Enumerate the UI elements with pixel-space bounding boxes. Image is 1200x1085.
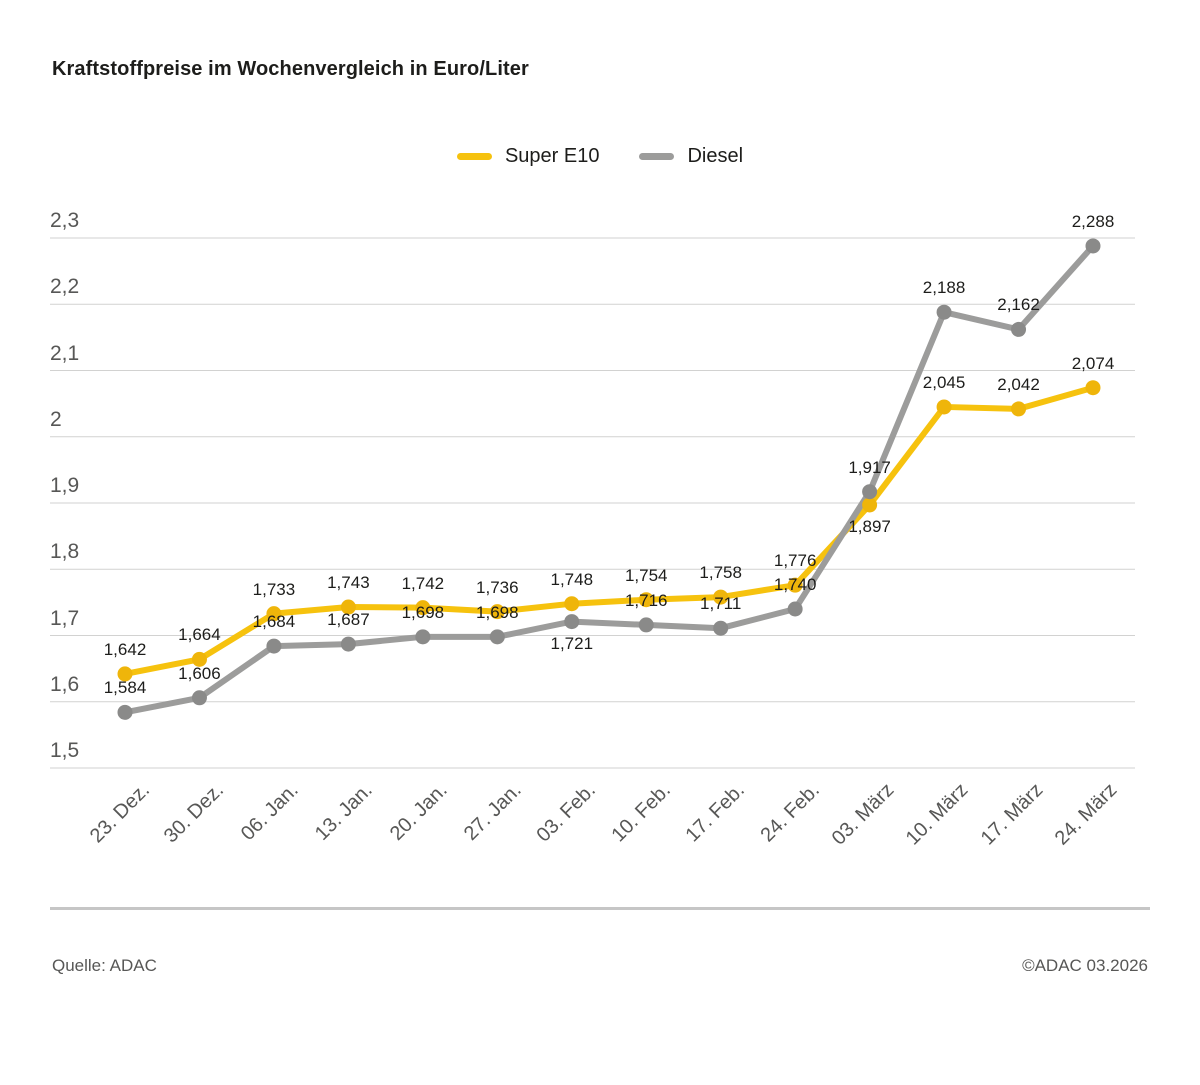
data-label-diesel: 1,606 xyxy=(178,663,221,683)
data-point-diesel xyxy=(340,636,356,652)
data-label-diesel: 1,721 xyxy=(550,633,594,653)
data-point-super-e10 xyxy=(787,577,803,593)
data-point-diesel xyxy=(415,629,431,645)
data-label-diesel: 1,716 xyxy=(624,590,668,610)
y-axis-tick-label: 1,7 xyxy=(50,606,80,630)
footer-copyright: ©ADAC 03.2026 xyxy=(1022,956,1148,975)
data-point-diesel xyxy=(489,629,505,645)
series-line-super-e10 xyxy=(122,384,1096,677)
chart-legend: Super E10 Diesel xyxy=(0,145,1200,168)
data-point-diesel xyxy=(191,690,207,706)
diesel-swatch-icon xyxy=(639,153,675,160)
data-point-super-e10 xyxy=(117,666,133,682)
data-point-super-e10 xyxy=(266,606,282,622)
data-point-diesel xyxy=(713,620,729,636)
legend-label-diesel: Diesel xyxy=(687,145,744,167)
data-point-super-e10 xyxy=(489,604,505,620)
data-label-super-e10: 1,748 xyxy=(550,569,594,589)
series-line-diesel xyxy=(122,242,1096,716)
data-label-diesel: 1,698 xyxy=(401,602,445,622)
y-axis-tick-label: 1,9 xyxy=(50,474,80,497)
footer-source: Quelle: ADAC xyxy=(52,956,157,975)
data-label-diesel: 1,711 xyxy=(700,594,742,614)
data-label-super-e10: 1,758 xyxy=(699,563,742,583)
data-point-super-e10 xyxy=(415,600,431,616)
y-axis-tick-label: 2,1 xyxy=(50,341,80,365)
data-label-super-e10: 1,664 xyxy=(178,625,221,645)
y-axis-tick-label: 2 xyxy=(50,407,62,431)
data-point-super-e10 xyxy=(862,497,878,513)
data-label-super-e10: 1,642 xyxy=(103,639,147,659)
y-axis-tick-label: 1,6 xyxy=(50,672,80,696)
data-point-diesel xyxy=(1085,238,1101,254)
data-point-super-e10 xyxy=(1011,401,1027,417)
super-e10-swatch-icon xyxy=(456,153,492,160)
data-point-super-e10 xyxy=(564,596,580,612)
data-label-super-e10: 1,743 xyxy=(327,573,370,592)
data-label-super-e10: 1,776 xyxy=(773,551,817,571)
data-label-super-e10: 1,742 xyxy=(401,573,445,593)
data-label-diesel: 1,684 xyxy=(252,612,296,632)
data-point-diesel xyxy=(1011,321,1027,337)
data-point-diesel xyxy=(266,638,282,654)
data-point-diesel xyxy=(638,617,654,633)
data-label-diesel: 1,584 xyxy=(103,678,147,698)
y-axis-tick-label: 1,5 xyxy=(50,739,80,762)
data-point-diesel xyxy=(936,304,952,320)
data-label-super-e10: 1,897 xyxy=(848,516,891,536)
data-label-super-e10: 2,074 xyxy=(1071,353,1115,373)
data-point-super-e10 xyxy=(1085,380,1101,396)
legend-item-diesel: Diesel xyxy=(639,145,743,168)
data-label-super-e10: 2,042 xyxy=(997,374,1040,394)
footer-divider xyxy=(50,907,1150,910)
legend-label-super-e10: Super E10 xyxy=(504,145,600,167)
data-point-super-e10 xyxy=(340,599,356,615)
y-axis-tick-label: 1,8 xyxy=(50,540,80,564)
data-point-super-e10 xyxy=(713,589,729,605)
data-label-diesel: 2,188 xyxy=(922,278,966,298)
legend-item-super-e10: Super E10 xyxy=(456,145,600,168)
y-axis-tick-label: 2,2 xyxy=(50,275,80,299)
data-point-super-e10 xyxy=(936,399,952,415)
data-label-diesel: 1,740 xyxy=(773,575,817,594)
data-label-super-e10: 1,733 xyxy=(252,579,296,599)
data-point-diesel xyxy=(862,484,878,500)
data-label-super-e10: 1,754 xyxy=(624,565,668,585)
data-point-diesel xyxy=(787,601,803,617)
data-point-super-e10 xyxy=(191,651,207,667)
data-label-diesel: 1,687 xyxy=(327,610,370,630)
data-label-super-e10: 1,736 xyxy=(476,577,519,597)
data-point-super-e10 xyxy=(638,592,654,608)
data-label-diesel: 1,698 xyxy=(476,602,519,622)
data-label-diesel: 2,162 xyxy=(997,295,1040,315)
data-label-super-e10: 2,045 xyxy=(922,372,966,392)
chart-title: Kraftstoffpreise im Wochenvergleich in E… xyxy=(52,58,529,80)
data-point-diesel xyxy=(117,704,133,720)
data-point-diesel xyxy=(564,614,580,630)
data-label-diesel: 2,288 xyxy=(1071,211,1115,231)
y-axis-tick-label: 2,3 xyxy=(50,209,80,232)
data-label-diesel: 1,917 xyxy=(848,457,891,477)
